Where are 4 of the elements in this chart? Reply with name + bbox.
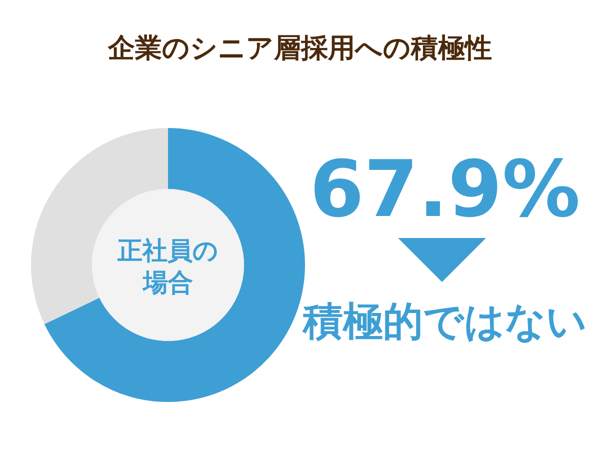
text: 正社員の場合 xyxy=(116,235,220,299)
legend-label: 積極的ではない xyxy=(302,299,587,345)
data-label: 67.9% xyxy=(310,145,580,235)
chart-title: 企業のシニア層採用への積極性 xyxy=(107,33,492,64)
